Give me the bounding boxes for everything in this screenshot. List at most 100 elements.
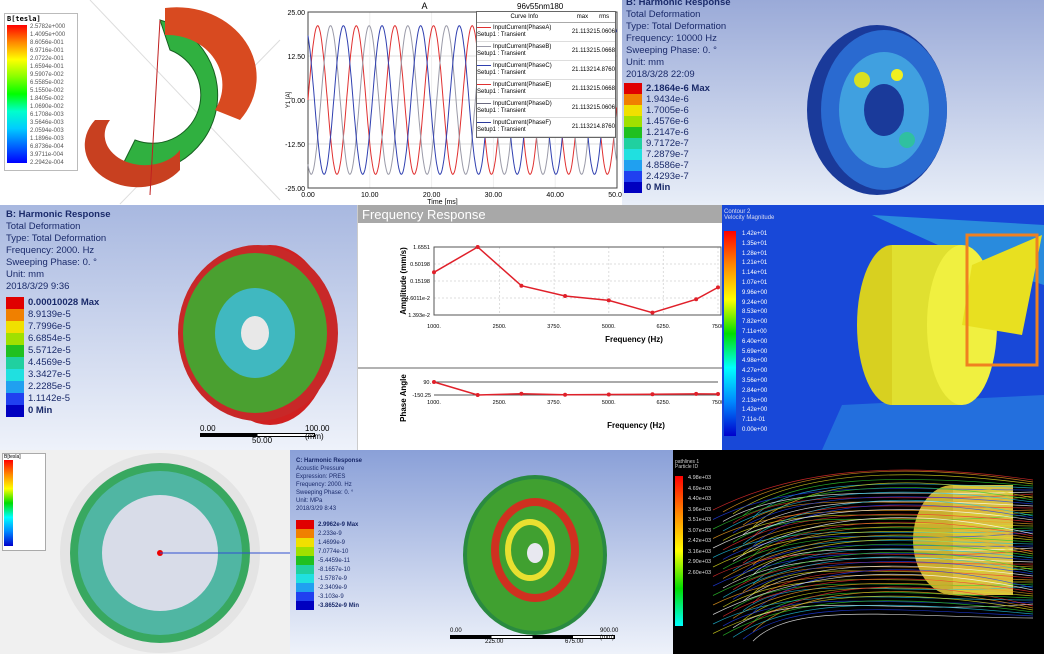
result-line: Acoustic Pressure — [296, 466, 345, 472]
curve-rms: 14.8760 — [593, 124, 615, 130]
legend-swatch — [6, 345, 24, 357]
pathline — [732, 561, 1034, 591]
pathline — [722, 534, 1034, 579]
pathline — [712, 509, 1034, 549]
curve-color-line — [477, 45, 491, 47]
pathline — [732, 603, 1034, 629]
legend-value: 1.7005e-6 — [646, 104, 689, 116]
panel-frequency-response: Frequency Response 1.6551 0.50198 0.15198 4… — [357, 205, 722, 450]
pathline — [752, 547, 1034, 575]
y-tick-label: 1.393e-2 — [408, 313, 430, 319]
curve-color-line — [477, 121, 491, 123]
legend-swatch — [296, 592, 314, 601]
result-line: Total Deformation — [6, 221, 81, 232]
color-bar — [4, 460, 13, 546]
motor-magnetic-model — [84, 0, 281, 205]
legend-row: 1.7005e-6 — [624, 105, 710, 116]
y-tick-label: 0.00 — [291, 98, 305, 105]
phase-point — [606, 392, 611, 397]
pathline — [722, 531, 1034, 560]
result-line: Total Deformation — [626, 9, 701, 20]
x-tick-label: 2500. — [493, 400, 507, 406]
legend-row: -3.8652e-9 Min — [296, 601, 359, 610]
result-line: Frequency: 2000. Hz — [6, 245, 95, 256]
pathline — [732, 496, 1034, 534]
legend-row: -3.103e-9 — [296, 592, 359, 601]
pathline — [722, 579, 1034, 608]
legend-swatch — [6, 321, 24, 333]
x-tick-label: 0.00 — [301, 192, 315, 199]
legend-row: -5.4459e-11 — [296, 556, 359, 565]
pathline — [742, 522, 1034, 554]
scale-q1: 225.00 — [485, 639, 504, 645]
legend-value: -2.3409e-9 — [318, 584, 348, 591]
legend-value: 1.1896e-003 — [30, 136, 64, 142]
pathline — [742, 609, 1034, 640]
phase-point — [716, 392, 720, 397]
y-tick-label: -150.25 — [412, 393, 431, 399]
legend-swatch — [6, 381, 24, 393]
legend-swatch — [624, 160, 642, 171]
legend-value: 6.8736e-004 — [30, 144, 64, 150]
legend-row: -1.5787e-9 — [296, 574, 359, 583]
legend-value: 2.84e+00 — [742, 387, 768, 394]
result-line: Unit: MPa — [296, 498, 323, 504]
disc-model — [463, 475, 607, 635]
ring-model — [60, 453, 290, 653]
pathline — [722, 491, 1034, 532]
legend-value: 5.69e+00 — [742, 348, 768, 355]
legend-value: -8.1657e-10 — [318, 566, 351, 573]
legend-value: -1.5787e-9 — [318, 575, 348, 582]
pathline — [722, 557, 1034, 589]
result-info: B: Harmonic Response Total Deformation Typ… — [6, 209, 111, 293]
legend-swatch — [296, 538, 314, 547]
legend-value: 1.8405e-002 — [30, 96, 64, 102]
curve-name: InputCurrent(PhaseD) — [493, 101, 552, 107]
x-tick-label: 30.00 — [485, 192, 503, 199]
pathline — [752, 483, 1034, 518]
result-line: 2018/3/29 9:36 — [6, 281, 70, 292]
legend-row: 1.4576e-6 — [624, 116, 710, 127]
pathline — [752, 482, 1034, 528]
legend-row: 9.7172e-7 — [624, 138, 710, 149]
legend-title: pathlines 1 — [675, 459, 700, 465]
result-line: Frequency: 2000. Hz — [296, 482, 352, 488]
legend-value: 6.5585e-002 — [30, 80, 64, 86]
amplitude-line — [433, 246, 719, 314]
legend-value: 8.53e+00 — [742, 309, 768, 316]
legend-value: 0.00e+00 — [742, 426, 768, 433]
panel-harmonic-10000hz: B: Harmonic Response Total Deformation Typ… — [622, 0, 1044, 205]
pathline — [732, 517, 1034, 562]
pressure-legend: 2.9962e-9 Max 2.233e-9 1.4699e-9 7.0774e-10… — [296, 520, 359, 610]
result-line: Frequency: 10000 Hz — [626, 33, 717, 44]
legend-row: 4.8586e-7 — [624, 160, 710, 171]
legend-value: 1.42e+01 — [742, 231, 768, 237]
legend-swatch — [624, 116, 642, 127]
phase-point — [432, 380, 436, 384]
curve-max: 21.1132 — [571, 124, 594, 130]
curve-setup: Setup1 : Transient — [477, 127, 526, 133]
result-line: Sweeping Phase: 0. ° — [296, 490, 354, 496]
chart-label: 96v55nm180 — [517, 2, 564, 11]
legend-value: 1.21e+01 — [742, 260, 768, 267]
curve-color-line — [477, 26, 491, 28]
legend-title: B[tesla] — [7, 15, 41, 23]
legend-value: 2.4293e-7 — [646, 170, 689, 182]
legend-header-max: max — [576, 14, 589, 20]
pathline — [712, 552, 1034, 587]
curve-color-line — [477, 102, 491, 104]
legend-value: 9.7172e-7 — [646, 137, 689, 149]
legend-swatch — [624, 94, 642, 105]
curve-rms: 15.0606 — [593, 105, 615, 111]
panel-pathlines: pathlines 1 Particle ID 4.98e+03 4.69e+03… — [673, 450, 1044, 654]
wheel-model — [178, 245, 338, 425]
pathline — [742, 478, 1034, 516]
legend-value: 2.233e-9 — [318, 530, 342, 537]
legend-row: 7.2879e-7 — [624, 149, 710, 160]
legend-swatch — [624, 149, 642, 160]
y-tick-label: 90. — [423, 380, 431, 386]
series-line — [307, 25, 617, 175]
x-tick-label: 2500. — [493, 324, 507, 330]
pathline — [732, 561, 1034, 600]
legend-row: 0 Min — [624, 182, 710, 193]
